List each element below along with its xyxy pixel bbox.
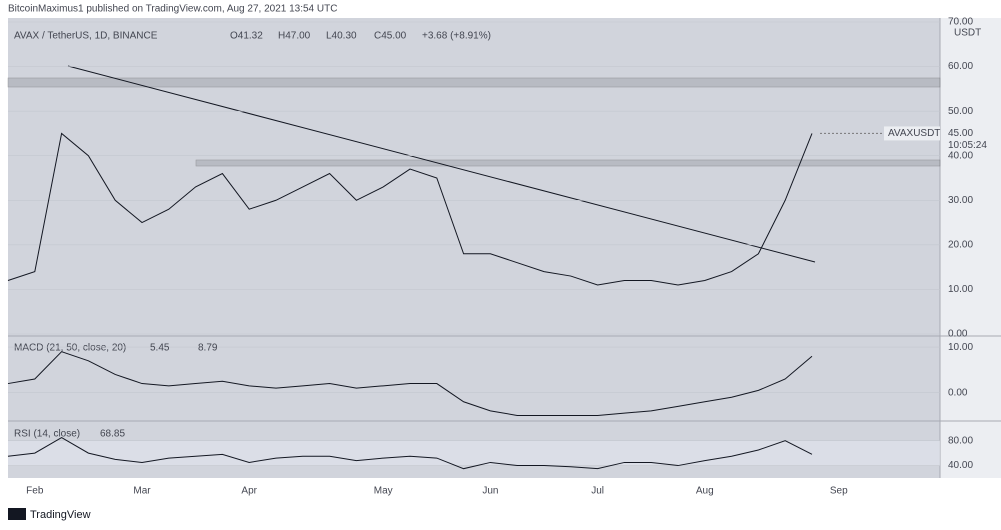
legend-value: 68.85	[100, 429, 125, 440]
y-tick-label: 30.00	[948, 195, 973, 206]
trendline	[67, 65, 816, 263]
y-tick-label: 40.00	[948, 460, 973, 471]
last-price-label: 45.00	[948, 128, 973, 139]
legend-value: C45.00	[374, 31, 407, 42]
rsi-band	[8, 440, 940, 466]
price-axis-background	[940, 18, 1001, 478]
x-tick-label: Jun	[482, 486, 498, 497]
y-tick-label: 80.00	[948, 435, 973, 446]
legend-value: 8.79	[198, 343, 218, 354]
y-tick-label: 40.00	[948, 150, 973, 161]
y-tick-label: 70.00	[948, 17, 973, 28]
y-tick-label: 20.00	[948, 239, 973, 250]
price-label-box	[884, 126, 940, 141]
chart-background	[8, 18, 940, 478]
legend-value: H47.00	[278, 31, 311, 42]
resistance-zone	[7, 77, 941, 88]
y-tick-label: 60.00	[948, 61, 973, 72]
series-line	[7, 436, 813, 470]
y-tick-label: 10.00	[948, 342, 973, 353]
rsi-title: RSI (14, close)	[14, 429, 80, 440]
y-axis-label: USDT	[954, 28, 981, 39]
support-zone	[195, 159, 941, 167]
logo	[8, 508, 26, 520]
x-tick-label: Aug	[696, 486, 714, 497]
x-tick-label: Sep	[830, 486, 848, 497]
countdown-label: 10:05:24	[948, 140, 987, 151]
legend-value: O41.32	[230, 31, 263, 42]
x-tick-label: May	[374, 486, 393, 497]
header: BitcoinMaximus1 published on TradingView…	[8, 4, 337, 15]
y-tick-label: 10.00	[948, 284, 973, 295]
macd-title: MACD (21, 50, close, 20)	[14, 343, 126, 354]
price-title: AVAX / TetherUS, 1D, BINANCE	[14, 31, 158, 42]
x-tick-label: Feb	[26, 486, 44, 497]
footer: TradingView	[30, 509, 91, 521]
symbol-label: AVAXUSDT	[888, 128, 940, 139]
x-tick-label: Mar	[133, 486, 151, 497]
series-line	[7, 351, 813, 416]
legend-value: L40.30	[326, 31, 357, 42]
legend-value: +3.68 (+8.91%)	[422, 31, 491, 42]
y-tick-label: 0.00	[948, 329, 968, 340]
y-tick-label: 50.00	[948, 106, 973, 117]
x-tick-label: Apr	[241, 486, 257, 497]
series-line	[7, 132, 813, 286]
x-tick-label: Jul	[591, 486, 604, 497]
legend-value: 5.45	[150, 343, 170, 354]
y-tick-label: 0.00	[948, 387, 968, 398]
